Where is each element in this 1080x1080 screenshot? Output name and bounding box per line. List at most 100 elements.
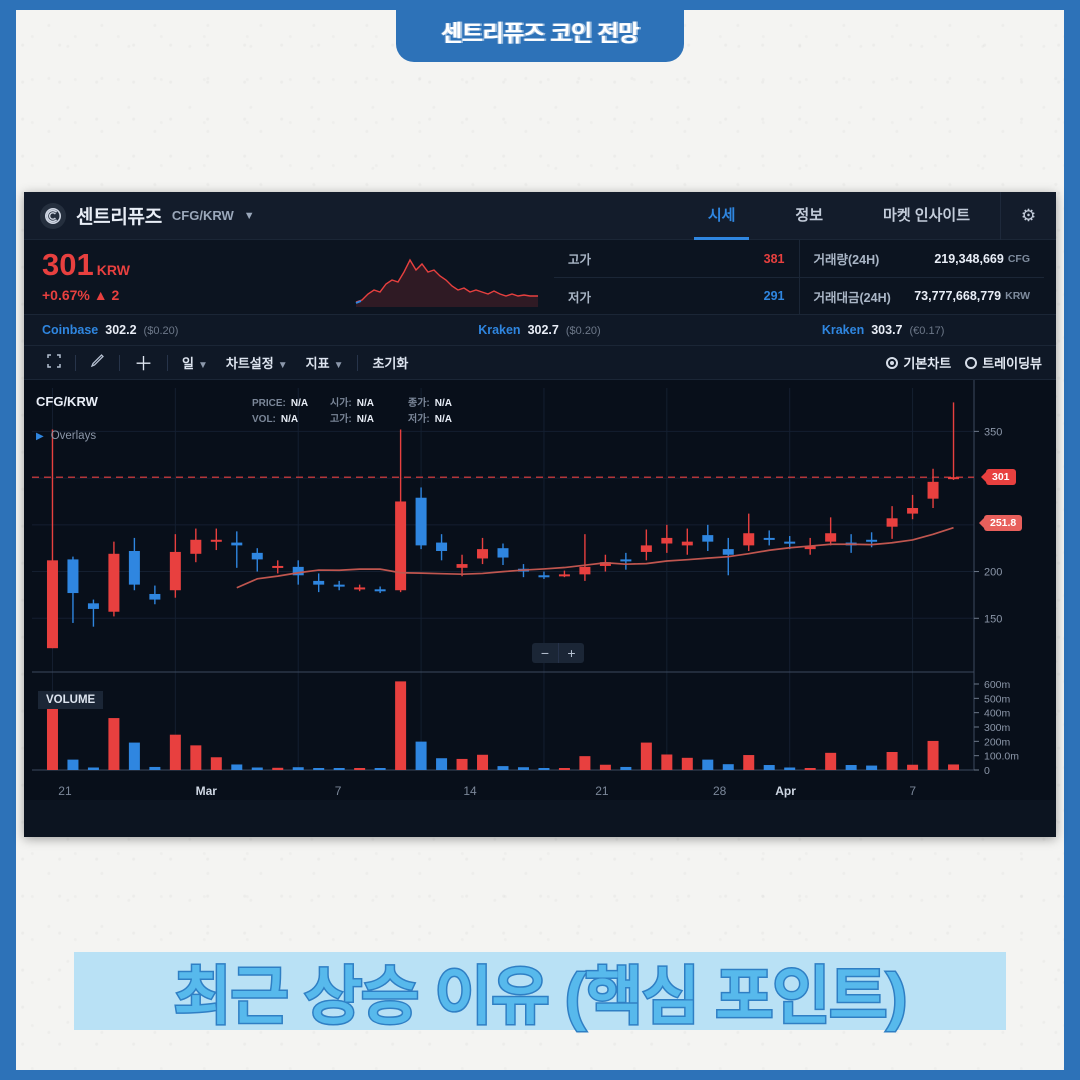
zoom-out-button[interactable]: − xyxy=(540,645,550,661)
stats-column-volume: 거래량(24H) 219,348,669 CFG 거래대금(24H) 73,77… xyxy=(798,240,1045,314)
stat-label-volume: 거래량(24H) xyxy=(813,253,880,267)
price-currency: KRW xyxy=(96,262,130,278)
readout-key-price: PRICE: xyxy=(252,398,286,409)
trading-pair: CFG/KRW xyxy=(171,208,234,223)
readout-value-low: N/A xyxy=(434,414,452,425)
tab-info[interactable]: 정보 xyxy=(795,206,824,224)
radio-label-basic-chart: 기본차트 xyxy=(903,356,952,371)
exchange-price: 303.7 xyxy=(871,323,903,337)
tab-market-insight[interactable]: 마켓 인사이트 xyxy=(883,206,970,224)
exchange-item-coinbase[interactable]: Coinbase 302.2 ($0.20) xyxy=(24,323,368,337)
indicators-menu[interactable]: 지표 ▼ xyxy=(305,356,344,371)
stat-unit-volume: CFG xyxy=(1007,252,1030,265)
price-value: 301 xyxy=(42,247,94,282)
stat-unit-turnover: KRW xyxy=(1005,290,1030,302)
fullscreen-icon[interactable] xyxy=(38,353,70,372)
svg-text:7: 7 xyxy=(909,784,916,798)
readout-value-close: N/A xyxy=(434,398,452,409)
reset-button[interactable]: 초기화 xyxy=(372,356,409,371)
svg-text:400m: 400m xyxy=(984,708,1011,720)
stat-row-turnover: 거래대금(24H) 73,777,668,779 KRW xyxy=(799,277,1044,314)
radio-tradingview[interactable]: 트레이딩뷰 xyxy=(965,353,1042,372)
svg-text:28: 28 xyxy=(713,784,727,798)
stat-value-volume: 219,348,669 xyxy=(934,251,1004,266)
exchange-native-price: ($0.20) xyxy=(143,325,179,337)
exchange-name: Coinbase xyxy=(42,323,99,337)
svg-text:500m: 500m xyxy=(984,693,1011,705)
toolbar-divider xyxy=(167,354,169,371)
settings-button[interactable]: ⚙ xyxy=(1000,192,1056,240)
ohlc-readout: PRICE: N/A 시가: N/A 종가: N/A VOL: N/A 고가: N/A 저… xyxy=(252,396,480,428)
zoom-in-button[interactable]: + xyxy=(558,643,584,663)
toolbar-divider xyxy=(119,354,120,371)
caption-text: 최근 상승 이유 (핵심 포인트) xyxy=(172,960,909,1033)
coin-logo-icon xyxy=(40,202,66,229)
gear-icon: ⚙ xyxy=(1020,205,1037,225)
pencil-icon[interactable] xyxy=(81,353,114,372)
stat-row-volume: 거래량(24H) 219,348,669 CFG xyxy=(800,240,1045,277)
svg-text:21: 21 xyxy=(595,784,609,798)
svg-text:200: 200 xyxy=(984,567,1002,579)
top-banner: 센트리퓨즈 코인 전망 xyxy=(396,0,684,62)
readout-key-vol: VOL: xyxy=(252,414,276,425)
stat-row-low: 저가 291 xyxy=(554,277,799,314)
toolbar-divider xyxy=(75,354,76,371)
svg-text:150: 150 xyxy=(984,613,1002,625)
readout-value-vol: N/A xyxy=(280,414,299,425)
chart-settings-menu[interactable]: 차트설정 ▼ xyxy=(225,356,288,371)
stat-label-high: 고가 xyxy=(568,253,592,267)
exchange-name: Kraken xyxy=(821,323,865,337)
volume-panel-label: VOLUME xyxy=(38,691,104,709)
stat-value-high: 381 xyxy=(763,251,785,266)
chart-toolbar: ＋ 일 ▼ 차트설정 ▼ 지표 ▼ 초기화 기본차트 트레이딩뷰 xyxy=(24,346,1056,385)
svg-text:100.0m: 100.0m xyxy=(984,751,1019,763)
readout-key-open: 시가: xyxy=(330,398,352,409)
toolbar-divider xyxy=(357,354,359,371)
svg-text:21: 21 xyxy=(58,784,72,798)
frame-bottom-bar xyxy=(0,1070,1080,1080)
crypto-exchange-window: 센트리퓨즈 CFG/KRW ▼ 시세 정보 마켓 인사이트 ⚙ 301 KRW +… xyxy=(24,192,1056,837)
svg-text:14: 14 xyxy=(463,784,477,798)
svg-text:Apr: Apr xyxy=(775,784,796,798)
bottom-caption-bar: 최근 상승 이유 (핵심 포인트) xyxy=(74,952,1006,1033)
exchange-native-price: ($0.20) xyxy=(565,325,601,337)
exchange-item-kraken-eur[interactable]: Kraken 303.7 (€0.17) xyxy=(711,323,1055,337)
exchange-price: 302.2 xyxy=(105,323,137,337)
stat-row-high: 고가 381 xyxy=(554,240,799,277)
exchange-name: Kraken xyxy=(478,323,521,337)
chart-zoom-controls[interactable]: − + xyxy=(532,643,584,663)
interval-selector[interactable]: 일 ▼ xyxy=(182,356,208,371)
radio-basic-chart[interactable]: 기본차트 xyxy=(886,353,951,372)
current-price-tag: 301 xyxy=(986,469,1016,486)
radio-selected-icon xyxy=(886,356,899,369)
header-tabs: 시세 정보 마켓 인사이트 xyxy=(678,192,1000,240)
triangle-right-icon: ▶ xyxy=(36,430,44,442)
exchange-price: 302.7 xyxy=(527,323,559,337)
radio-label-tradingview: 트레이딩뷰 xyxy=(982,356,1042,371)
overlays-toggle[interactable]: ▶ Overlays xyxy=(36,430,96,442)
readout-key-close: 종가: xyxy=(408,398,430,409)
plus-icon[interactable]: ＋ xyxy=(125,349,162,385)
sparkline-chart xyxy=(354,240,554,314)
price-line: 301 KRW xyxy=(42,249,354,280)
readout-value-high: N/A xyxy=(356,414,374,425)
readout-key-high: 고가: xyxy=(330,414,352,425)
readout-value-price: N/A xyxy=(290,398,309,409)
svg-text:200m: 200m xyxy=(984,736,1011,748)
exchange-item-kraken-usd[interactable]: Kraken 302.7 ($0.20) xyxy=(368,323,712,337)
chart-canvas[interactable]: 150 200 350 0 100.0m 200m 300m 400m 500m 600m 21 Ma… xyxy=(24,380,1056,800)
tab-market-price[interactable]: 시세 xyxy=(678,192,766,240)
stat-label-low: 저가 xyxy=(568,290,592,305)
app-header: 센트리퓨즈 CFG/KRW ▼ 시세 정보 마켓 인사이트 ⚙ xyxy=(24,192,1056,240)
chevron-down-icon: ▼ xyxy=(197,360,208,371)
svg-text:7: 7 xyxy=(335,784,342,798)
market-stats: 고가 381 저가 291 거래량(24H) 219,348,669 CFG 거… xyxy=(554,240,1056,314)
readout-value-open: N/A xyxy=(356,398,374,409)
chevron-down-icon[interactable]: ▼ xyxy=(243,209,255,222)
stats-column-high-low: 고가 381 저가 291 xyxy=(554,240,799,314)
price-summary-strip: 301 KRW +0.67% ▲ 2 고가 381 저가 291 xyxy=(24,240,1056,315)
banner-title: 센트리퓨즈 코인 전망 xyxy=(441,20,639,46)
moving-average-tag: 251.8 xyxy=(984,515,1023,532)
stat-value-low: 291 xyxy=(763,289,785,303)
coin-identity[interactable]: 센트리퓨즈 CFG/KRW ▼ xyxy=(24,202,544,229)
